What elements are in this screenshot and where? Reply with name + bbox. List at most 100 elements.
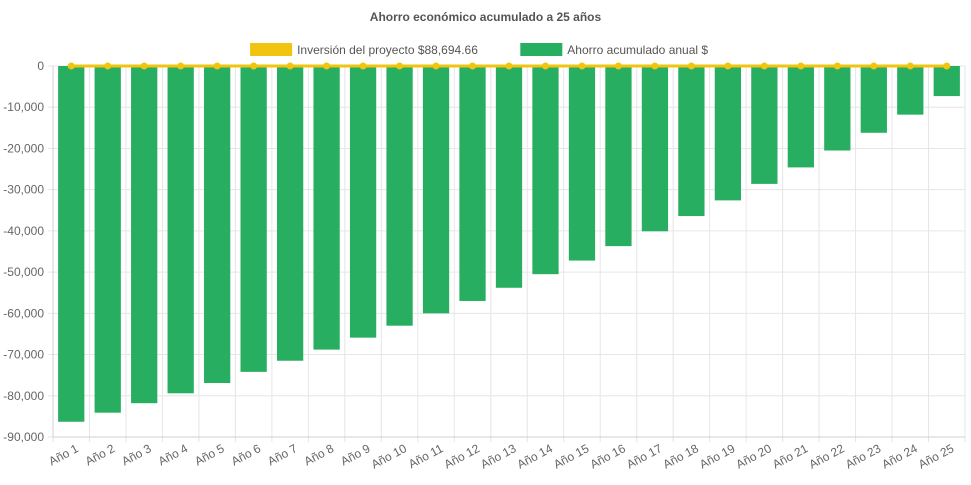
bar <box>787 66 814 168</box>
bar <box>860 66 887 133</box>
y-tick-label: -30,000 <box>3 183 44 197</box>
x-tick-label: Año 13 <box>478 441 518 471</box>
line-series <box>67 62 951 70</box>
bar <box>459 66 486 301</box>
line-point <box>687 62 695 70</box>
line-point <box>140 62 148 70</box>
line-point <box>541 62 549 70</box>
x-tick-label: Año 21 <box>770 441 810 471</box>
x-tick-label: Año 20 <box>734 441 774 471</box>
x-tick-label: Año 1 <box>46 441 81 468</box>
line-point <box>651 62 659 70</box>
line-point <box>323 62 331 70</box>
bar <box>240 66 267 372</box>
y-axis: 0 -10,000 -20,000 -30,000 -40,000 -50,000 -60,… <box>3 59 44 444</box>
bar <box>313 66 340 350</box>
bar <box>167 66 194 394</box>
line-point <box>906 62 914 70</box>
bar <box>386 66 413 326</box>
x-tick-label: Año 2 <box>83 441 118 468</box>
x-tick-label: Año 6 <box>229 441 264 468</box>
x-tick-label: Año 17 <box>624 441 664 471</box>
line-point <box>870 62 878 70</box>
x-tick-label: Año 23 <box>843 441 883 471</box>
x-tick-label: Año 7 <box>265 441 300 468</box>
line-point <box>250 62 258 70</box>
y-tick-label: -10,000 <box>3 100 44 114</box>
legend-label: Ahorro acumulado anual $ <box>567 43 708 57</box>
line-point <box>833 62 841 70</box>
bar <box>532 66 559 275</box>
y-tick-label: -80,000 <box>3 389 44 403</box>
line-point <box>505 62 513 70</box>
bar <box>495 66 523 288</box>
line-point <box>396 62 404 70</box>
bars <box>58 66 960 422</box>
x-tick-label: Año 11 <box>406 441 446 471</box>
bar <box>605 66 632 247</box>
x-tick-label: Año 24 <box>880 441 920 471</box>
line-point <box>104 62 112 70</box>
bar <box>678 66 705 217</box>
y-tick-label: 0 <box>37 59 44 73</box>
x-tick-label: Año 12 <box>442 441 482 471</box>
line-point <box>760 62 768 70</box>
legend: Inversión del proyecto $88,694.66 Ahorro … <box>250 43 708 57</box>
bar <box>751 66 778 184</box>
x-axis: Año 1 Año 2 Año 3 Año 4 Año 5 Año 6 Año 7 Año 8… <box>46 441 956 471</box>
bar <box>422 66 450 314</box>
x-tick-label: Año 22 <box>807 441 847 471</box>
legend-item: Ahorro acumulado anual $ <box>520 43 708 57</box>
line-point <box>724 62 732 70</box>
y-tick-label: -60,000 <box>3 306 44 320</box>
x-tick-label: Año 14 <box>515 441 555 471</box>
bar <box>349 66 377 338</box>
x-tick-label: Año 8 <box>302 441 337 468</box>
line-point <box>943 62 951 70</box>
bar <box>276 66 304 361</box>
x-tick-label: Año 18 <box>661 441 701 471</box>
x-tick-label: Año 9 <box>338 441 373 468</box>
y-tick-label: -90,000 <box>3 430 44 444</box>
line-point <box>578 62 586 70</box>
line-point <box>67 62 75 70</box>
x-tick-label: Año 19 <box>697 441 737 471</box>
chart-title: Ahorro económico acumulado a 25 años <box>370 10 602 24</box>
y-tick-label: -50,000 <box>3 265 44 279</box>
bar <box>568 66 596 261</box>
x-tick-label: Año 3 <box>119 441 154 468</box>
y-tick-label: -40,000 <box>3 224 44 238</box>
line-point <box>614 62 622 70</box>
bar <box>58 66 85 422</box>
legend-label: Inversión del proyecto $88,694.66 <box>297 43 478 57</box>
bar <box>824 66 851 151</box>
bar <box>897 66 924 115</box>
line-point <box>286 62 294 70</box>
legend-swatch <box>250 43 293 56</box>
x-tick-label: Año 5 <box>192 441 227 468</box>
bar <box>933 66 960 97</box>
y-tick-label: -20,000 <box>3 141 44 155</box>
x-tick-label: Año 4 <box>156 441 191 468</box>
bar <box>94 66 121 413</box>
line-point <box>469 62 477 70</box>
x-tick-label: Año 25 <box>916 441 956 471</box>
line-point <box>432 62 440 70</box>
x-tick-label: Año 16 <box>588 441 628 471</box>
bar <box>641 66 669 232</box>
x-tick-label: Año 10 <box>369 441 409 471</box>
line-point <box>213 62 221 70</box>
grid <box>48 65 966 442</box>
line-point <box>797 62 805 70</box>
x-tick-label: Año 15 <box>551 441 591 471</box>
bar <box>714 66 742 201</box>
legend-item: Inversión del proyecto $88,694.66 <box>250 43 478 57</box>
line-point <box>359 62 367 70</box>
line-point <box>177 62 185 70</box>
bar <box>131 66 158 404</box>
y-tick-label: -70,000 <box>3 348 44 362</box>
bar <box>204 66 231 383</box>
legend-swatch <box>520 43 563 56</box>
